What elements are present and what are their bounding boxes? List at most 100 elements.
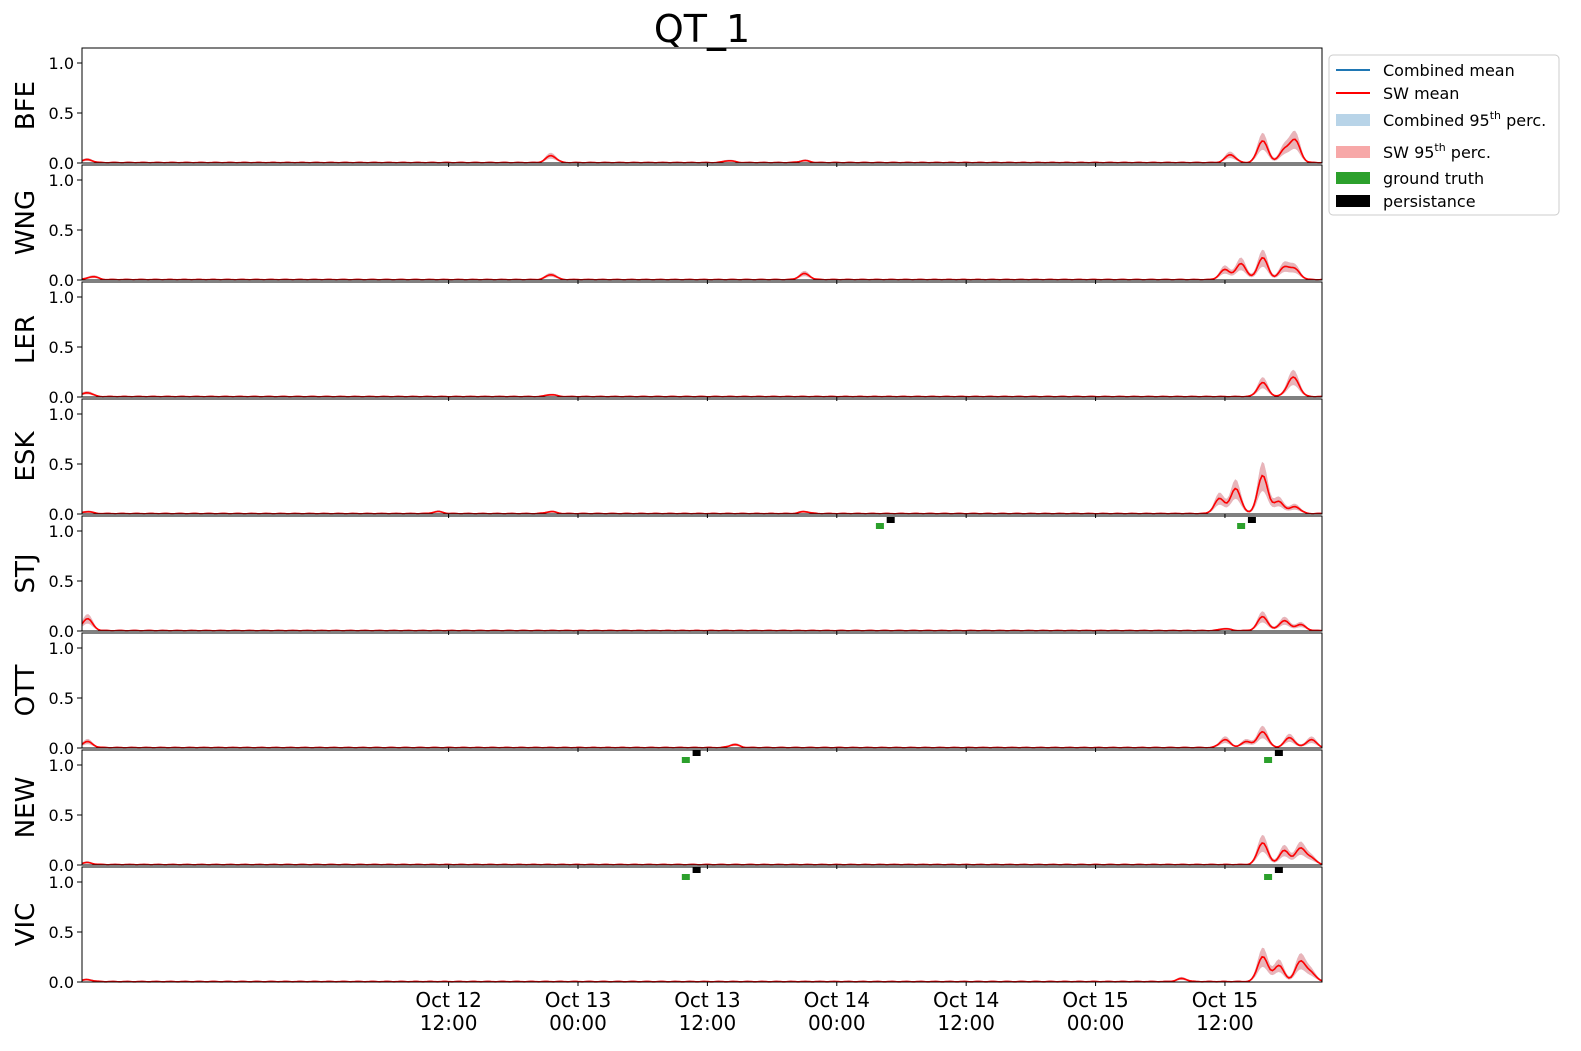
x-tick-label: Oct 15: [1192, 988, 1258, 1012]
legend-label: SW 95th perc.: [1383, 141, 1491, 162]
ground-truth-marker: [875, 523, 884, 529]
ground-truth-marker: [1237, 523, 1246, 529]
legend-label: Combined 95th perc.: [1383, 109, 1546, 130]
y-tick-label: 1.0: [49, 288, 74, 307]
y-tick-label: 1.0: [49, 756, 74, 775]
combined-95th-band-esk: [82, 461, 1322, 514]
legend-label: Combined mean: [1383, 61, 1515, 80]
y-tick-label: 0.0: [49, 154, 74, 173]
sw-mean-line-new: [81, 842, 1323, 866]
panel-vic: 0.0 0.5 1.0 VIC: [11, 866, 1323, 992]
y-tick-label: 1.0: [49, 873, 74, 892]
ground-truth-marker: [1264, 757, 1273, 763]
persistance-marker: [692, 867, 701, 873]
panel-new: 0.0 0.5 1.0 NEW: [11, 749, 1323, 875]
y-tick-label: 1.0: [49, 54, 74, 73]
ground-truth-marker: [681, 757, 690, 763]
y-tick-label: 0.5: [49, 923, 74, 942]
y-tick-label: 0.5: [49, 689, 74, 708]
y-tick-label: 0.0: [49, 271, 74, 290]
panel-frame: [81, 398, 1323, 515]
x-tick-label: 12:00: [937, 1011, 995, 1035]
y-tick-label: 0.5: [49, 806, 74, 825]
chart-title: QT_1: [654, 7, 750, 51]
y-tick-label: 0.5: [49, 104, 74, 123]
combined-mean-line-vic: [81, 956, 1323, 983]
ground-truth-marker: [1264, 874, 1273, 880]
legend-item: SW 95th perc.: [1336, 141, 1491, 162]
panel-frame: [81, 515, 1323, 632]
combined-mean-line-bfe: [81, 138, 1323, 164]
legend-label: persistance: [1383, 192, 1476, 211]
sw-95th-band-ler: [82, 369, 1322, 397]
station-label: ESK: [11, 431, 41, 482]
panel-frame: [81, 749, 1323, 866]
legend-swatch: [1336, 114, 1370, 126]
combined-95th-band-vic: [82, 947, 1322, 982]
y-tick-label: 1.0: [49, 639, 74, 658]
x-tick-label: 12:00: [679, 1011, 737, 1035]
panel-stj: 0.0 0.5 1.0 STJ: [11, 515, 1323, 641]
sw-95th-band-vic: [82, 947, 1322, 982]
x-tick-label: 12:00: [1196, 1011, 1254, 1035]
y-tick-label: 0.5: [49, 455, 74, 474]
y-tick-label: 0.0: [49, 856, 74, 875]
legend-item: persistance: [1336, 192, 1476, 211]
station-label: OTT: [11, 665, 41, 717]
panel-frame: [81, 632, 1323, 749]
panel-frame: [81, 47, 1323, 164]
legend-item: Combined mean: [1336, 61, 1515, 80]
x-tick-label: Oct 15: [1062, 988, 1128, 1012]
persistance-marker: [692, 750, 701, 756]
y-tick-label: 0.5: [49, 221, 74, 240]
panel-frame: [81, 281, 1323, 398]
station-label: STJ: [11, 553, 41, 593]
legend-label: SW mean: [1383, 84, 1459, 103]
sw-95th-band-wng: [82, 249, 1322, 280]
persistance-marker: [1274, 750, 1283, 756]
station-label: BFE: [11, 81, 41, 130]
combined-mean-line-ler: [81, 376, 1323, 398]
panel-frame: [81, 164, 1323, 281]
y-tick-label: 0.0: [49, 388, 74, 407]
persistance-marker: [886, 517, 895, 523]
persistance-marker: [1274, 867, 1283, 873]
panel-ler: 0.0 0.5 1.0 LER: [11, 281, 1323, 407]
sw-mean-line-bfe: [81, 138, 1323, 164]
combined-mean-line-wng: [81, 257, 1323, 281]
combined-95th-band-ler: [82, 369, 1322, 397]
combined-95th-band-wng: [82, 249, 1322, 280]
station-label: VIC: [11, 903, 41, 947]
sw-95th-band-new: [82, 835, 1322, 865]
y-tick-label: 0.5: [49, 572, 74, 591]
x-tick-label: Oct 13: [545, 988, 611, 1012]
x-tick-label: 00:00: [1067, 1011, 1125, 1035]
x-tick-label: Oct 12: [415, 988, 481, 1012]
x-tick-label: 00:00: [549, 1011, 607, 1035]
sw-mean-line-wng: [81, 256, 1323, 281]
combined-mean-line-esk: [81, 474, 1323, 515]
legend-swatch: [1336, 146, 1370, 158]
legend: Combined mean SW mean Combined 95th perc. S…: [1328, 54, 1560, 216]
sw-95th-band-esk: [82, 461, 1322, 514]
legend-item: SW mean: [1336, 84, 1459, 103]
sw-mean-line-esk: [81, 474, 1323, 515]
x-tick-label: Oct 14: [933, 988, 999, 1012]
station-label: WNG: [11, 190, 41, 255]
x-tick-label: 00:00: [808, 1011, 866, 1035]
y-tick-label: 0.0: [49, 622, 74, 641]
legend-box: [1328, 54, 1560, 216]
panel-esk: 0.0 0.5 1.0 ESK: [11, 398, 1323, 524]
y-tick-label: 0.0: [49, 505, 74, 524]
sw-mean-line-ler: [81, 376, 1323, 398]
ground-truth-marker: [681, 874, 690, 880]
combined-95th-band-stj: [82, 611, 1322, 631]
y-tick-label: 1.0: [49, 522, 74, 541]
panel-ott: 0.0 0.5 1.0 OTT: [11, 632, 1323, 758]
sw-mean-line-ott: [81, 730, 1323, 749]
x-tick-label: Oct 13: [674, 988, 740, 1012]
combined-95th-band-new: [82, 835, 1322, 865]
sw-mean-line-stj: [81, 615, 1323, 632]
